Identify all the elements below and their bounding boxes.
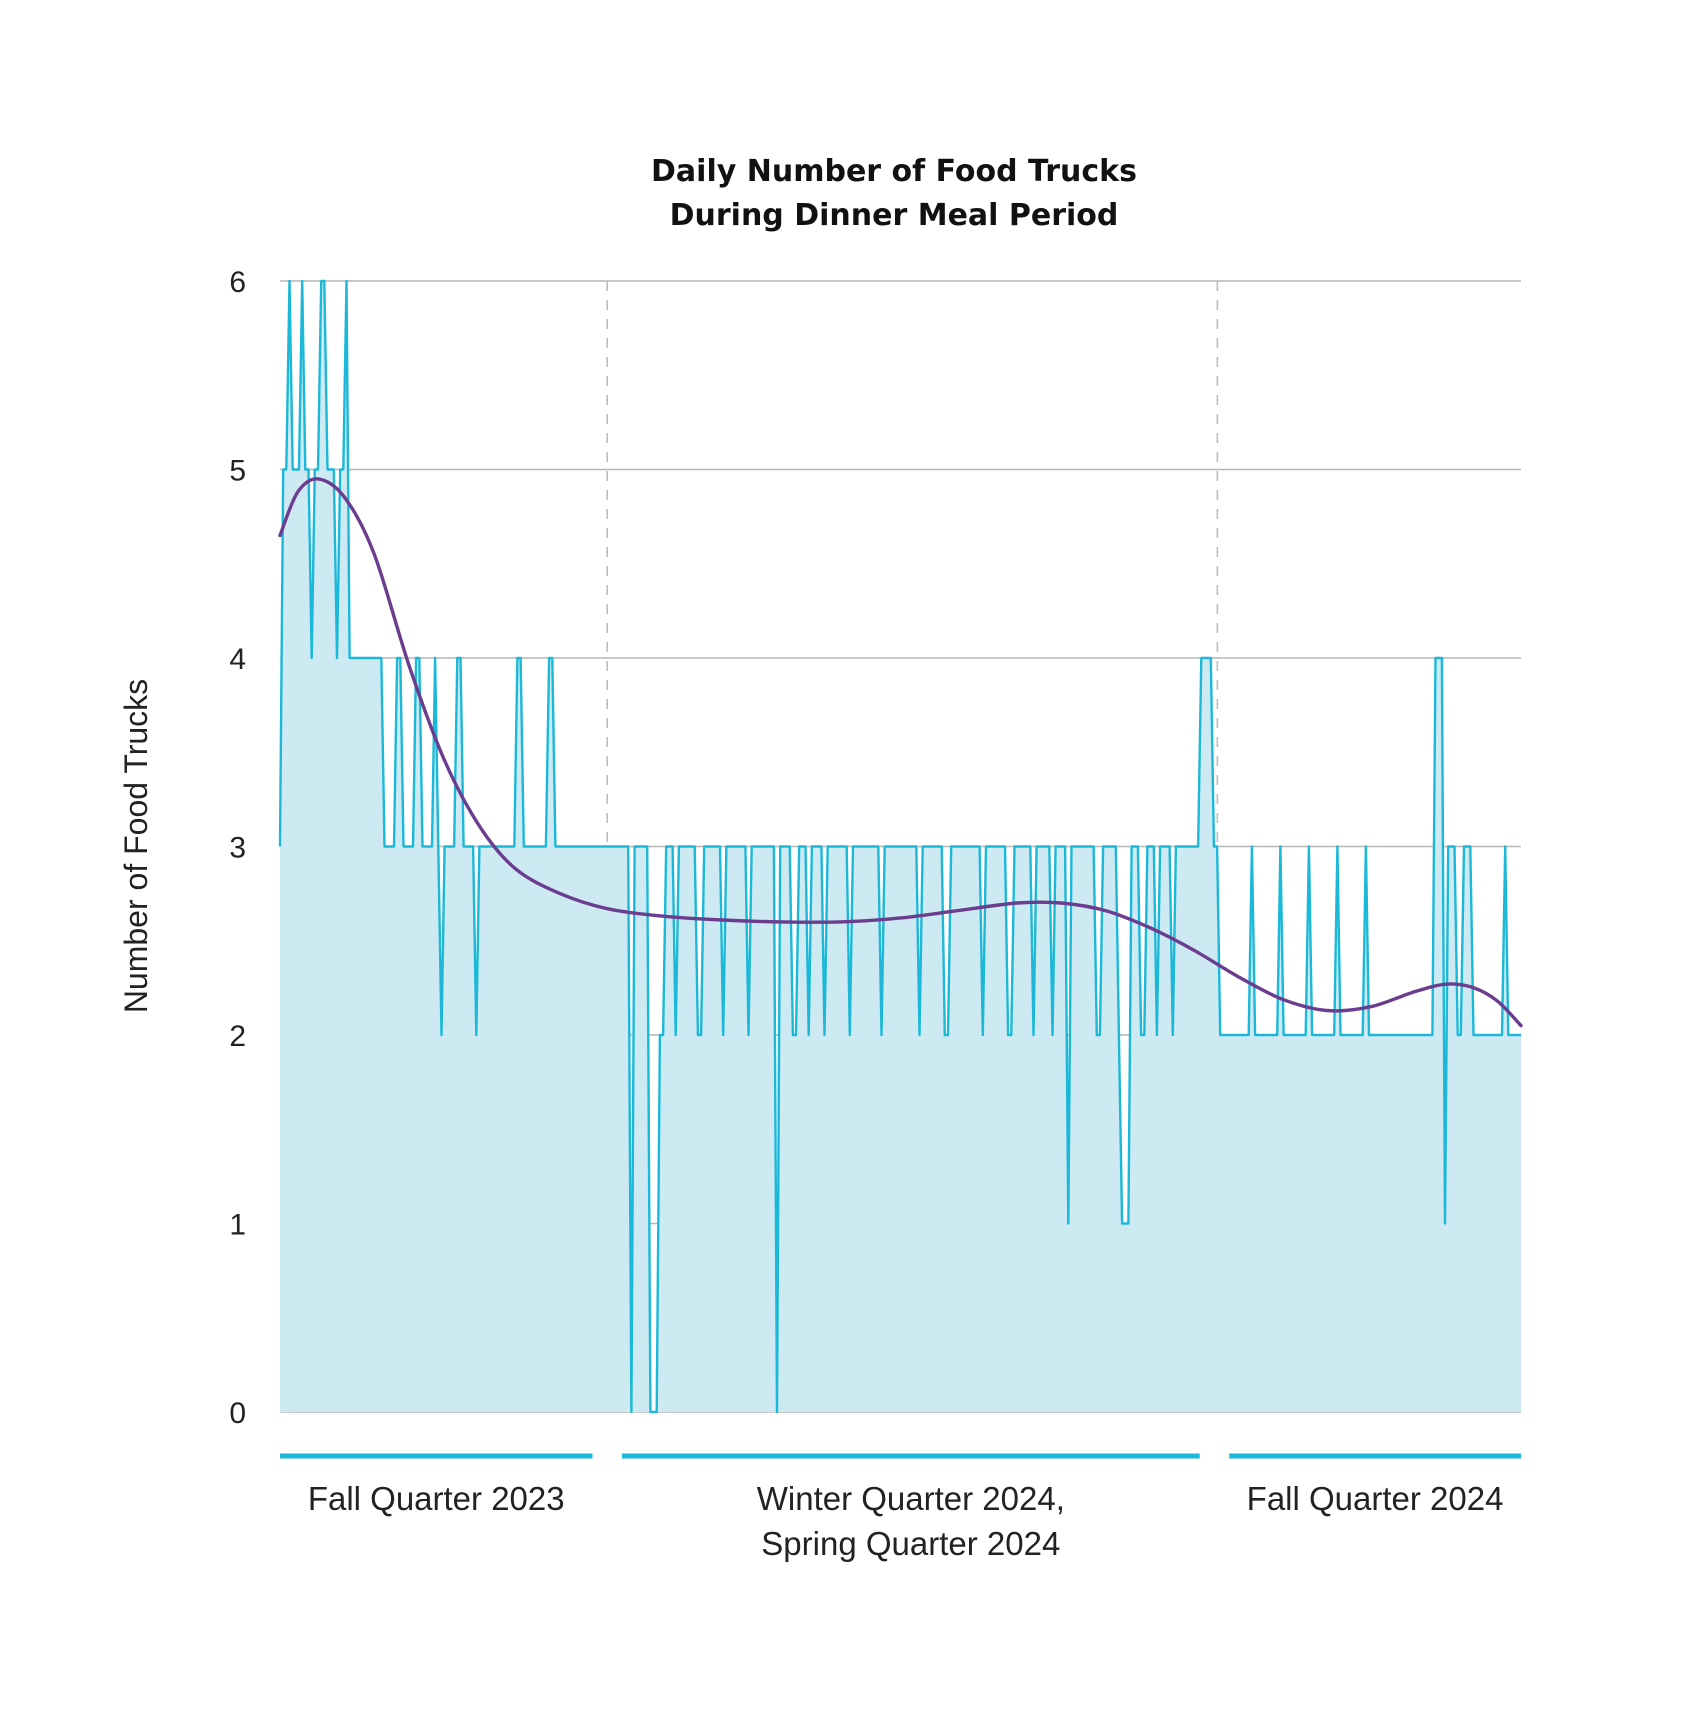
period-label: Spring Quarter 2024 bbox=[761, 1525, 1060, 1562]
y-tick-label: 6 bbox=[229, 266, 246, 299]
y-axis-label: Number of Food Trucks bbox=[118, 679, 154, 1013]
daily-series bbox=[278, 279, 1521, 1414]
period-label: Fall Quarter 2024 bbox=[1247, 1480, 1504, 1517]
period-label: Fall Quarter 2023 bbox=[308, 1480, 565, 1517]
y-tick-label: 3 bbox=[229, 832, 246, 865]
period-label: Winter Quarter 2024, bbox=[757, 1480, 1065, 1517]
trend-series bbox=[278, 477, 1523, 1028]
y-tick-labels: 0 1 2 3 4 5 6 bbox=[229, 266, 246, 1430]
daily-line bbox=[278, 279, 1521, 1414]
y-tick-label: 4 bbox=[229, 643, 246, 676]
chart-title: Daily Number of Food Trucks During Dinne… bbox=[651, 154, 1137, 233]
y-tick-label: 0 bbox=[229, 1397, 246, 1430]
y-tick-label: 2 bbox=[229, 1020, 246, 1053]
y-tick-label: 1 bbox=[229, 1209, 246, 1242]
y-tick-label: 5 bbox=[229, 455, 246, 488]
period-labels: Fall Quarter 2023 Winter Quarter 2024, Spr… bbox=[280, 1453, 1521, 1562]
chart-title-line-2: During Dinner Meal Period bbox=[670, 198, 1119, 233]
chart-title-line-1: Daily Number of Food Trucks bbox=[651, 154, 1137, 189]
trend-line bbox=[278, 477, 1523, 1028]
